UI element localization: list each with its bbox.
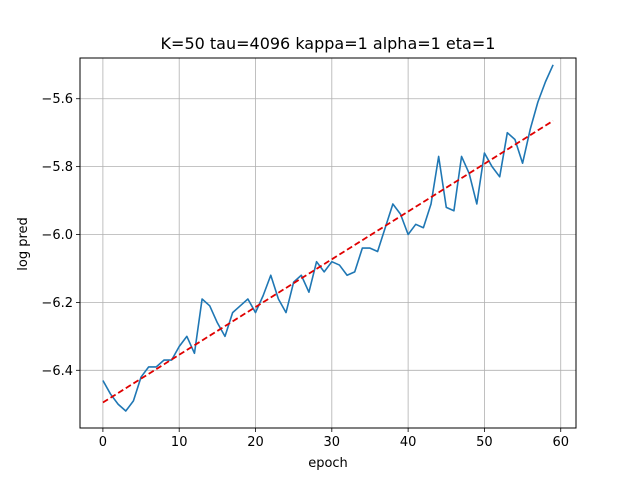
y-tick-label: −5.8 <box>41 160 73 175</box>
x-tick-label: 20 <box>247 435 264 450</box>
y-tick-label: −5.6 <box>41 92 73 107</box>
x-axis-label: epoch <box>308 456 348 471</box>
y-tick-label: −6.4 <box>41 364 73 379</box>
grid-lines <box>80 58 576 428</box>
x-tick-label: 60 <box>552 435 569 450</box>
axis-ticks: 0 10 20 30 40 50 60 −6.4 −6.2 −6.0 −5.8 −5.6 <box>41 92 569 450</box>
x-tick-label: 30 <box>324 435 341 450</box>
chart-title: K=50 tau=4096 kappa=1 alpha=1 eta=1 <box>161 34 496 53</box>
x-tick-label: 0 <box>99 435 107 450</box>
plot-area-frame <box>79 57 577 429</box>
series-layer <box>102 64 554 412</box>
series-line <box>102 64 554 412</box>
x-tick-label: 10 <box>171 435 188 450</box>
y-tick-label: −6.0 <box>41 228 73 243</box>
y-axis-label: log pred <box>16 217 31 271</box>
x-tick-label: 50 <box>476 435 493 450</box>
y-tick-label: −6.2 <box>41 296 73 311</box>
x-tick-label: 40 <box>400 435 417 450</box>
trend-line <box>102 120 554 404</box>
